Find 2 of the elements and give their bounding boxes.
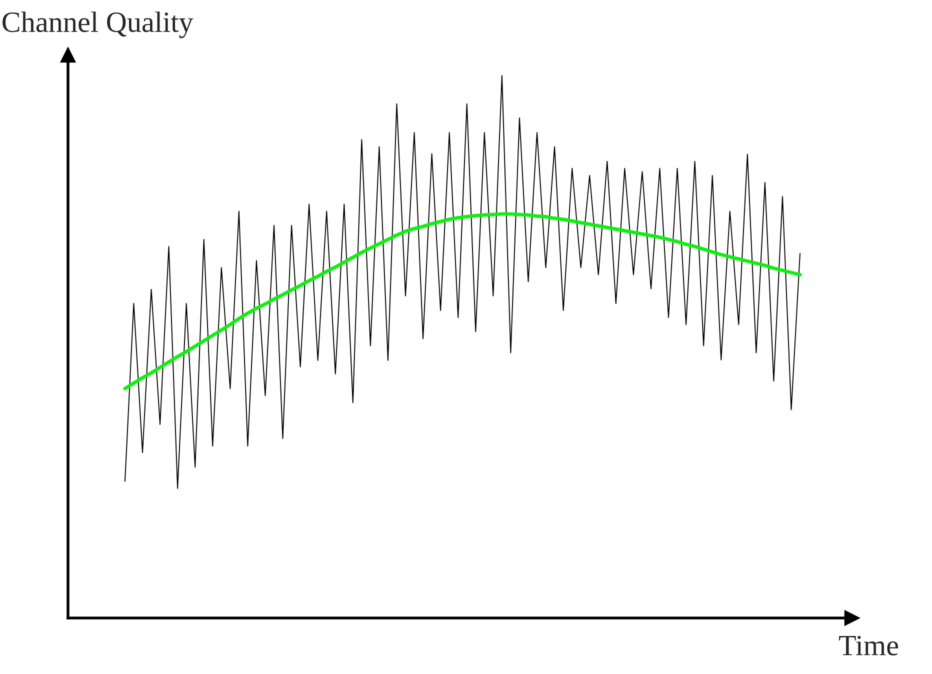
y-axis-title: Channel Quality bbox=[2, 12, 194, 38]
x-axis-title: Time bbox=[839, 636, 898, 656]
